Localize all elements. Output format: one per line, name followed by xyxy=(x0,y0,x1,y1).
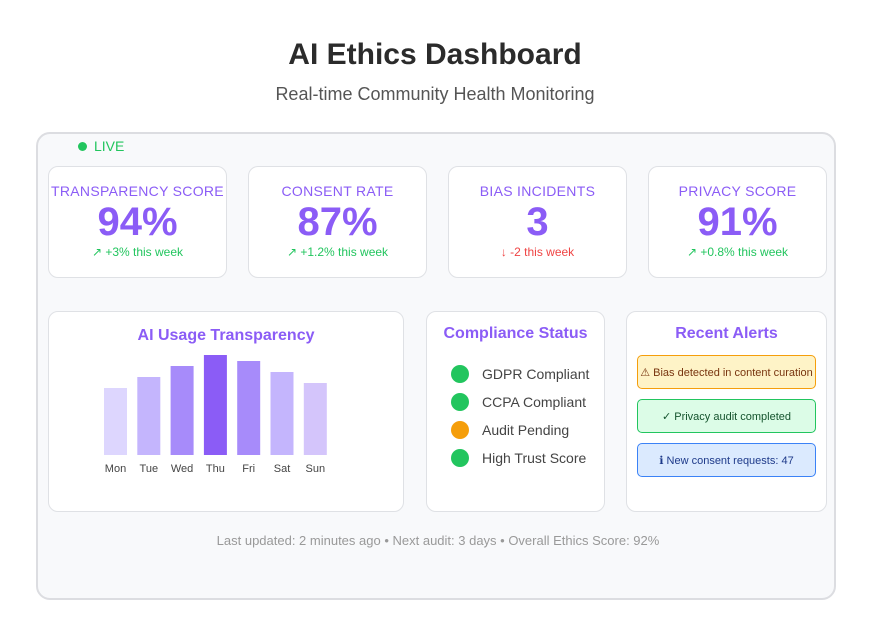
metric-trend: ↗ +0.8% this week xyxy=(686,245,789,259)
live-label: LIVE xyxy=(94,138,125,154)
metric-value: 91% xyxy=(697,200,778,244)
alerts-title: Recent Alerts xyxy=(675,325,778,342)
metric-label: TRANSPARENCY SCORE xyxy=(51,183,224,199)
tick-label-sat: Sat xyxy=(274,463,291,475)
bar-fri[interactable] xyxy=(237,361,261,455)
compliance-card: Compliance Status GDPR Compliant CCPA Co… xyxy=(426,311,605,512)
chart-title: AI Usage Transparency xyxy=(138,327,315,344)
metric-value: 3 xyxy=(526,200,549,244)
metric-trend: ↓ -2 this week xyxy=(500,245,575,259)
compliance-item-trust: High Trust Score xyxy=(451,444,604,472)
metric-label: BIAS INCIDENTS xyxy=(479,183,596,199)
alerts-card: Recent Alerts ⚠ Bias detected in content… xyxy=(626,311,827,512)
status-dot-icon xyxy=(451,393,469,411)
metric-trend: ↗ +1.2% this week xyxy=(286,245,389,259)
metric-label: PRIVACY SCORE xyxy=(678,183,797,199)
tick-label-thu: Thu xyxy=(206,463,225,475)
page-subtitle: Real-time Community Health Monitoring xyxy=(275,84,595,104)
alert-privacy-audit[interactable]: ✓ Privacy audit completed xyxy=(637,399,816,433)
tick-label-mon: Mon xyxy=(105,463,126,475)
bar-thu[interactable] xyxy=(203,355,227,455)
metric-card-privacy[interactable]: PRIVACY SCORE 91% ↗ +0.8% this week xyxy=(648,166,827,278)
compliance-item-label: High Trust Score xyxy=(482,450,587,466)
compliance-title: Compliance Status xyxy=(443,325,588,342)
live-dot-icon xyxy=(78,141,87,151)
alert-consent-requests[interactable]: ℹ New consent requests: 47 xyxy=(637,443,816,477)
compliance-item-label: Audit Pending xyxy=(482,422,570,438)
dashboard-panel: LIVE TRANSPARENCY SCORE 94% ↗ +3% this w… xyxy=(36,132,836,600)
compliance-item-gdpr: GDPR Compliant xyxy=(451,360,604,388)
compliance-item-label: CCPA Compliant xyxy=(482,394,587,410)
compliance-list: GDPR Compliant CCPA Compliant Audit Pend… xyxy=(451,360,604,472)
bar-wed[interactable] xyxy=(170,366,194,455)
bar-mon[interactable] xyxy=(104,388,127,455)
tick-label-tue: Tue xyxy=(140,463,159,475)
alert-bias-warning[interactable]: ⚠ Bias detected in content curation xyxy=(637,355,816,389)
live-indicator: LIVE xyxy=(78,138,124,154)
compliance-item-audit: Audit Pending xyxy=(451,416,604,444)
metric-trend: ↗ +3% this week xyxy=(91,245,184,259)
bar-sun[interactable] xyxy=(303,383,327,455)
status-dot-icon xyxy=(451,365,469,383)
tick-label-fri: Fri xyxy=(242,463,255,475)
compliance-item-label: GDPR Compliant xyxy=(482,366,590,382)
tick-label-wed: Wed xyxy=(171,463,193,475)
footer-status: Last updated: 2 minutes ago • Next audit… xyxy=(216,533,660,548)
compliance-item-ccpa: CCPA Compliant xyxy=(451,388,604,416)
bar-tue[interactable] xyxy=(137,377,161,455)
usage-chart-card: AI Usage Transparency Mon Tue Wed Thu Fri Sat… xyxy=(48,311,404,512)
metric-card-bias[interactable]: BIAS INCIDENTS 3 ↓ -2 this week xyxy=(448,166,627,278)
metric-value: 87% xyxy=(297,200,378,244)
tick-label-sun: Sun xyxy=(306,463,326,475)
status-dot-icon xyxy=(451,449,469,467)
metric-label: CONSENT RATE xyxy=(281,183,394,199)
status-dot-icon xyxy=(451,421,469,439)
usage-bar-chart: AI Usage Transparency Mon Tue Wed Thu Fri Sat… xyxy=(104,327,327,475)
metric-card-transparency[interactable]: TRANSPARENCY SCORE 94% ↗ +3% this week xyxy=(48,166,227,278)
bar-sat[interactable] xyxy=(270,372,294,455)
page-title: AI Ethics Dashboard xyxy=(288,38,582,71)
metric-card-consent[interactable]: CONSENT RATE 87% ↗ +1.2% this week xyxy=(248,166,427,278)
metric-value: 94% xyxy=(97,200,178,244)
